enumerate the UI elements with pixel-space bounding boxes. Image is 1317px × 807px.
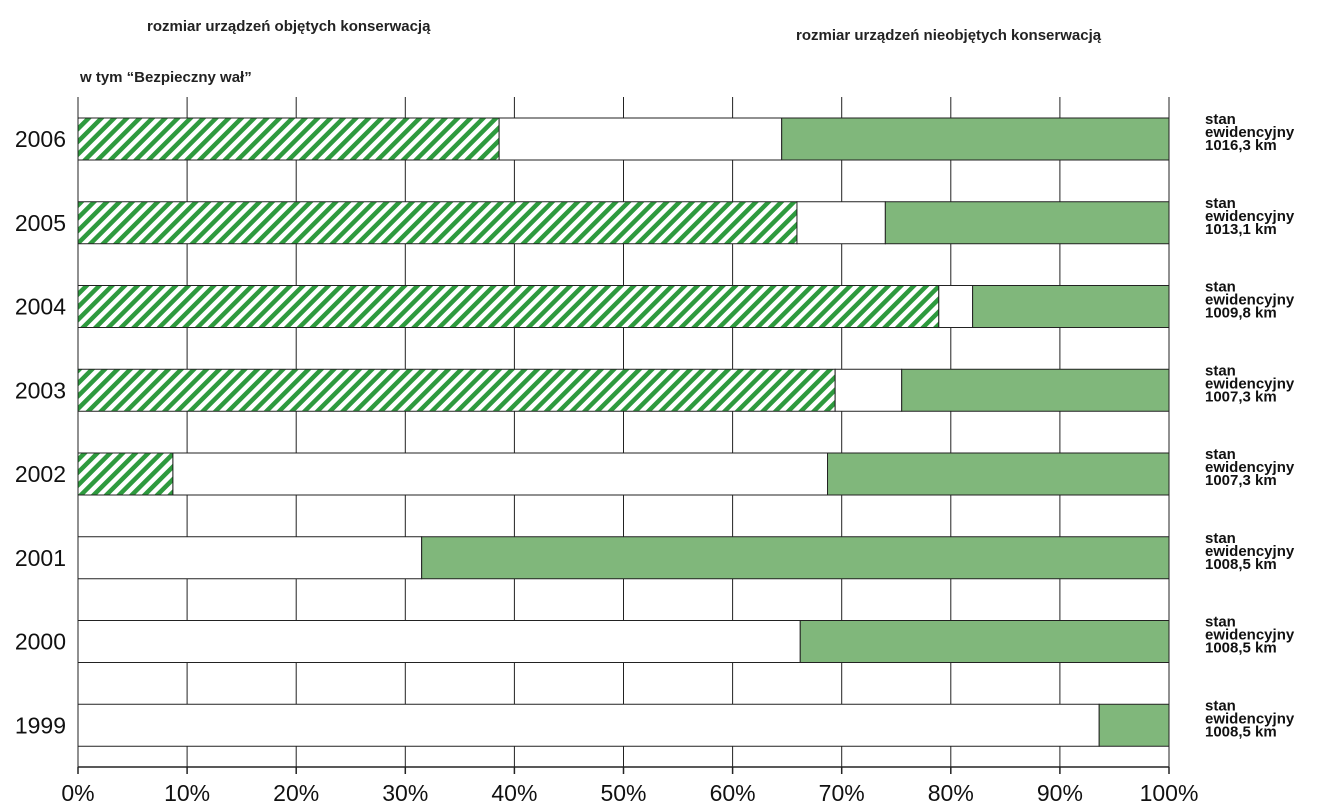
year-label: 2001: [15, 545, 66, 571]
year-label: 2003: [15, 377, 66, 403]
bar-segment-not-maintained: [1098, 703, 1170, 747]
note-line: ewidencyjny: [1205, 627, 1295, 644]
bar-segment-maintained: [77, 620, 801, 663]
note-line: ewidencyjny: [1205, 208, 1295, 225]
note-line: ewidencyjny: [1205, 124, 1295, 141]
year-label: 2002: [15, 461, 66, 487]
note-line: stan: [1205, 279, 1236, 296]
note-line: ewidencyjny: [1205, 292, 1295, 309]
x-tick-label: 60%: [710, 780, 756, 806]
x-tick-label: 20%: [273, 780, 319, 806]
bar-segment-not-maintained: [972, 285, 1170, 328]
x-tick-label: 0%: [61, 780, 94, 806]
bar-segment-not-maintained: [799, 620, 1170, 663]
note-line: stan: [1205, 111, 1236, 128]
left-header-title: rozmiar urządzeń objętych konserwacją: [147, 18, 431, 35]
note-line: stan: [1205, 195, 1236, 212]
bar-segment-not-maintained: [901, 368, 1170, 412]
bar-segment-not-maintained: [827, 452, 1170, 496]
year-label: 2005: [15, 210, 66, 236]
x-tick-label: 50%: [600, 780, 646, 806]
note-line: 1013,1 km: [1205, 221, 1277, 238]
note-line: 1008,5 km: [1205, 640, 1277, 657]
bar-segment-maintained: [498, 117, 783, 161]
x-tick-label: 100%: [1140, 780, 1199, 806]
note-line: 1016,3 km: [1205, 137, 1277, 154]
bar-segment-bezpieczny-wal: [77, 368, 836, 412]
x-tick-label: 10%: [164, 780, 210, 806]
bar-segment-not-maintained: [884, 201, 1170, 245]
x-tick-label: 70%: [819, 780, 865, 806]
bar-segment-maintained: [938, 285, 974, 328]
note-line: stan: [1205, 530, 1236, 547]
x-tick-label: 80%: [928, 780, 974, 806]
axis-layer: 0% 10% 20% 30% 40% 50% 60% 70% 80% 90% 100%: [61, 766, 1199, 806]
bar-segment-not-maintained: [781, 117, 1170, 161]
note-line: ewidencyjny: [1205, 459, 1295, 476]
bar-segment-maintained: [77, 536, 423, 580]
note-line: stan: [1205, 697, 1236, 714]
bar-segment-maintained: [77, 703, 1100, 747]
note-line: 1007,3 km: [1205, 472, 1277, 489]
bar-segment-bezpieczny-wal: [77, 117, 500, 161]
year-label: 2004: [15, 294, 66, 320]
hatched-series-subtitle: w tym “Bezpieczny wał”: [79, 69, 252, 86]
note-line: stan: [1205, 446, 1236, 463]
note-line: stan: [1205, 362, 1236, 379]
note-line: 1007,3 km: [1205, 388, 1277, 405]
note-line: 1009,8 km: [1205, 305, 1277, 322]
note-line: stan: [1205, 614, 1236, 631]
right-header-title: rozmiar urządzeń nieobjętych konserwacją: [796, 27, 1102, 44]
year-label: 2000: [15, 629, 66, 655]
bar-segment-not-maintained: [421, 536, 1170, 580]
note-line: 1008,5 km: [1205, 723, 1277, 740]
bar-segment-bezpieczny-wal: [77, 452, 174, 496]
bar-segment-maintained: [796, 201, 886, 245]
bar-segment-maintained: [834, 368, 903, 412]
note-line: ewidencyjny: [1205, 710, 1295, 727]
bar-segment-maintained: [172, 452, 829, 496]
note-line: ewidencyjny: [1205, 543, 1295, 560]
grid-layer: [77, 97, 1170, 767]
note-line: 1008,5 km: [1205, 556, 1277, 573]
note-line: ewidencyjny: [1205, 375, 1295, 392]
x-tick-label: 30%: [382, 780, 428, 806]
x-tick-label: 90%: [1037, 780, 1083, 806]
bar-segment-bezpieczny-wal: [77, 201, 798, 245]
x-tick-label: 40%: [491, 780, 537, 806]
bar-segment-bezpieczny-wal: [77, 285, 940, 328]
year-label: 1999: [15, 712, 66, 738]
year-label: 2006: [15, 126, 66, 152]
bars-layer: [77, 117, 1170, 747]
